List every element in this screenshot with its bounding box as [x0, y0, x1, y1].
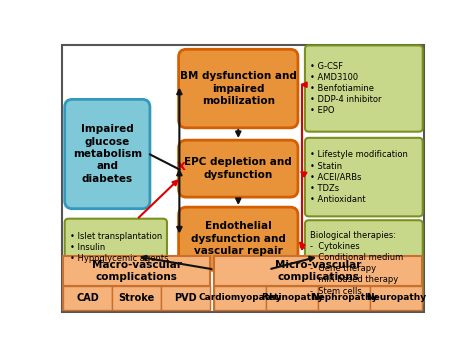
- Bar: [112, 286, 161, 310]
- FancyBboxPatch shape: [179, 207, 298, 270]
- Bar: [161, 286, 210, 310]
- Text: • Lifestyle modification
• Statin
• ACEI/ARBs
• TDZs
• Antioxidant: • Lifestyle modification • Statin • ACEI…: [310, 150, 408, 204]
- FancyBboxPatch shape: [179, 140, 298, 197]
- Bar: [214, 286, 422, 310]
- FancyBboxPatch shape: [179, 49, 298, 128]
- FancyBboxPatch shape: [64, 219, 167, 276]
- Text: Neuropathy: Neuropathy: [366, 293, 426, 303]
- Text: CAD: CAD: [76, 293, 99, 303]
- Text: Nephropathy: Nephropathy: [311, 293, 377, 303]
- Text: Micro-vascular
complications: Micro-vascular complications: [275, 260, 361, 282]
- Text: BM dysfunction and
impaired
mobilization: BM dysfunction and impaired mobilization: [180, 71, 297, 106]
- Bar: [318, 286, 370, 310]
- Text: x: x: [176, 158, 185, 173]
- Text: PVD: PVD: [174, 293, 197, 303]
- Bar: [370, 286, 422, 310]
- Bar: [266, 286, 318, 310]
- Text: Impaired
glucose
metabolism
and
diabetes: Impaired glucose metabolism and diabetes: [73, 124, 142, 184]
- FancyBboxPatch shape: [305, 138, 423, 216]
- Bar: [63, 256, 210, 286]
- Text: Biological therapies:
-  Cytokines
-  Conditional medium
-  Gene therapy
-  miR : Biological therapies: - Cytokines - Cond…: [310, 231, 403, 295]
- Text: Endothelial
dysfunction and
vascular repair: Endothelial dysfunction and vascular rep…: [191, 221, 286, 256]
- Text: Cardiomyopathy: Cardiomyopathy: [199, 293, 282, 303]
- Text: Macro-vascular
complications: Macro-vascular complications: [92, 260, 182, 282]
- Text: Retinopathy: Retinopathy: [261, 293, 323, 303]
- Text: • G-CSF
• AMD3100
• Benfotiamine
• DDP-4 inhibitor
• EPO: • G-CSF • AMD3100 • Benfotiamine • DDP-4…: [310, 62, 382, 115]
- FancyBboxPatch shape: [305, 46, 423, 132]
- Bar: [214, 256, 422, 286]
- Text: • Islet transplantation
• Insulin
• Hypoglycemic agents: • Islet transplantation • Insulin • Hypo…: [70, 232, 169, 263]
- Bar: [63, 286, 210, 310]
- FancyBboxPatch shape: [305, 220, 423, 306]
- Text: EPC depletion and
dysfunction: EPC depletion and dysfunction: [184, 157, 292, 180]
- FancyBboxPatch shape: [64, 99, 150, 209]
- Bar: [214, 286, 266, 310]
- Text: Stroke: Stroke: [118, 293, 155, 303]
- Bar: [63, 286, 112, 310]
